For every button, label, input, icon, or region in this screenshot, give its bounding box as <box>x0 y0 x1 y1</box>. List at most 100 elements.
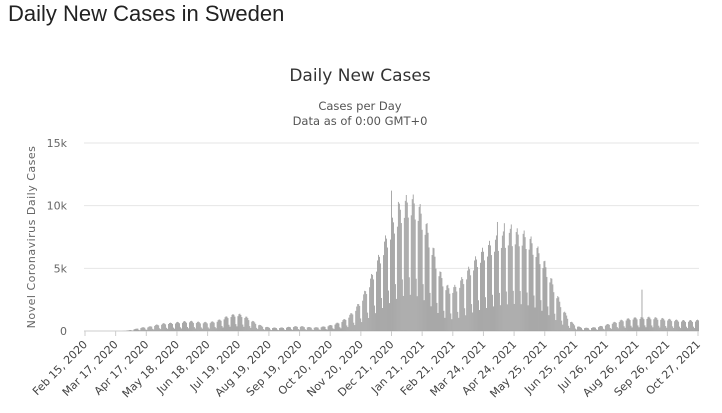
daily-case-bar <box>689 320 690 331</box>
daily-case-bar <box>415 278 417 331</box>
daily-case-bar <box>147 327 149 331</box>
daily-case-bar <box>452 292 454 331</box>
daily-case-bar <box>531 243 533 331</box>
daily-case-bar <box>513 303 515 331</box>
daily-case-bar <box>551 278 553 331</box>
daily-case-bar <box>252 320 254 331</box>
daily-case-bar <box>435 268 437 331</box>
daily-case-bar <box>663 318 665 331</box>
daily-case-bar <box>598 326 600 331</box>
daily-case-bar <box>266 326 268 331</box>
daily-case-bar <box>545 267 547 331</box>
daily-case-bar <box>442 286 444 331</box>
daily-case-bar <box>673 327 675 331</box>
daily-case-bar <box>363 294 365 331</box>
daily-case-bar <box>297 329 299 331</box>
daily-case-bar <box>470 275 472 331</box>
daily-case-bar <box>277 329 278 331</box>
daily-case-bar <box>475 256 477 331</box>
daily-case-bar <box>546 276 548 331</box>
daily-case-bar <box>453 287 455 331</box>
daily-case-bar <box>350 313 352 331</box>
daily-case-bar <box>667 320 669 331</box>
daily-case-bar <box>268 327 270 331</box>
daily-case-bar <box>394 284 396 331</box>
daily-case-bar <box>557 296 559 331</box>
daily-case-bar <box>307 327 309 331</box>
daily-case-bar <box>682 320 683 331</box>
daily-case-bar <box>621 320 623 331</box>
daily-case-bar <box>672 326 674 331</box>
daily-case-bar <box>357 304 359 331</box>
daily-case-bar <box>205 322 207 331</box>
daily-case-bar <box>214 326 216 331</box>
daily-case-bar <box>476 259 478 331</box>
daily-case-bar <box>508 232 510 331</box>
daily-case-bar <box>539 264 541 331</box>
daily-case-bar <box>437 313 439 331</box>
daily-case-bar <box>341 322 343 331</box>
daily-case-bar <box>404 200 406 331</box>
daily-case-bar <box>230 317 232 331</box>
daily-case-bar <box>565 312 567 331</box>
daily-case-bar <box>532 254 534 331</box>
daily-case-bar <box>487 256 488 331</box>
daily-case-bar <box>641 289 643 331</box>
daily-case-bar <box>608 324 610 331</box>
daily-case-bar <box>281 327 282 331</box>
daily-case-bar <box>343 319 345 331</box>
daily-case-bar <box>130 330 132 331</box>
daily-case-bar <box>698 320 699 331</box>
daily-case-bar <box>536 248 538 331</box>
daily-case-bar <box>601 326 603 331</box>
daily-case-bar <box>677 320 679 331</box>
daily-case-bar <box>569 327 571 331</box>
daily-case-bar <box>652 327 654 331</box>
daily-case-bar <box>458 317 460 331</box>
daily-case-bar <box>226 316 228 331</box>
daily-case-bar <box>285 329 286 331</box>
daily-case-bar <box>520 304 522 331</box>
daily-case-bar <box>356 306 358 331</box>
daily-case-bar <box>604 325 606 331</box>
daily-case-bar <box>564 311 566 331</box>
daily-case-bar <box>326 329 328 331</box>
daily-case-bar <box>396 226 398 331</box>
daily-case-bar <box>664 320 666 331</box>
daily-case-bar <box>322 326 324 331</box>
daily-case-bar <box>467 270 469 331</box>
daily-case-bar <box>148 326 150 331</box>
daily-case-bar <box>302 326 304 331</box>
daily-case-bar <box>250 327 252 331</box>
daily-case-bar <box>517 234 519 331</box>
daily-case-bar <box>135 328 137 331</box>
daily-case-bar <box>294 326 296 331</box>
daily-case-bar <box>656 318 658 331</box>
daily-case-bar <box>156 324 158 331</box>
daily-case-bar <box>158 325 160 331</box>
daily-case-bar <box>428 247 430 331</box>
daily-case-bar <box>606 324 608 331</box>
daily-case-bar <box>575 328 577 331</box>
daily-case-bar <box>645 327 647 331</box>
daily-case-bar <box>483 251 484 331</box>
daily-case-bar <box>614 322 616 331</box>
daily-case-bar <box>694 328 695 331</box>
daily-case-bar <box>583 330 584 331</box>
daily-case-bar <box>143 327 145 331</box>
daily-case-bar <box>504 247 506 331</box>
daily-case-bar <box>295 326 297 331</box>
daily-case-bar <box>137 328 139 331</box>
daily-case-bar <box>373 279 375 331</box>
daily-case-bar <box>176 322 177 331</box>
daily-case-bar <box>382 308 383 331</box>
daily-case-bar <box>562 324 564 331</box>
daily-case-bar <box>200 327 202 331</box>
daily-case-bar <box>275 327 276 331</box>
daily-case-bar <box>222 327 224 331</box>
daily-case-bar <box>368 317 370 331</box>
daily-case-bar <box>235 324 237 331</box>
daily-case-bar <box>573 323 575 331</box>
daily-case-bar <box>352 314 354 331</box>
daily-case-bar <box>164 323 166 331</box>
